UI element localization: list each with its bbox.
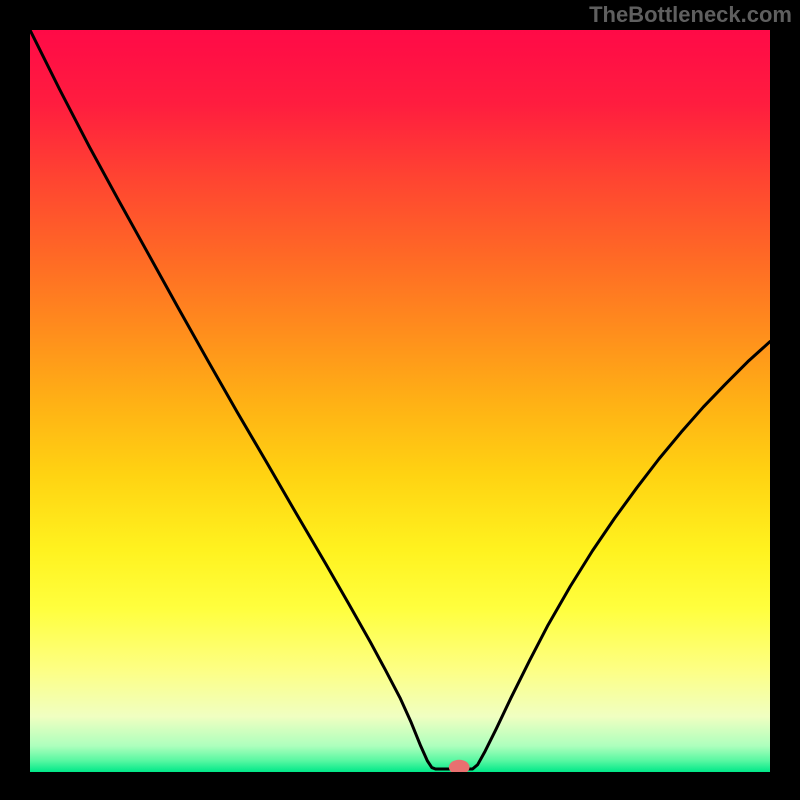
attribution-label: TheBottleneck.com — [589, 2, 792, 28]
chart-background — [30, 30, 770, 772]
chart-container: TheBottleneck.com — [0, 0, 800, 800]
chart-svg — [30, 30, 770, 772]
plot-area — [30, 30, 770, 772]
